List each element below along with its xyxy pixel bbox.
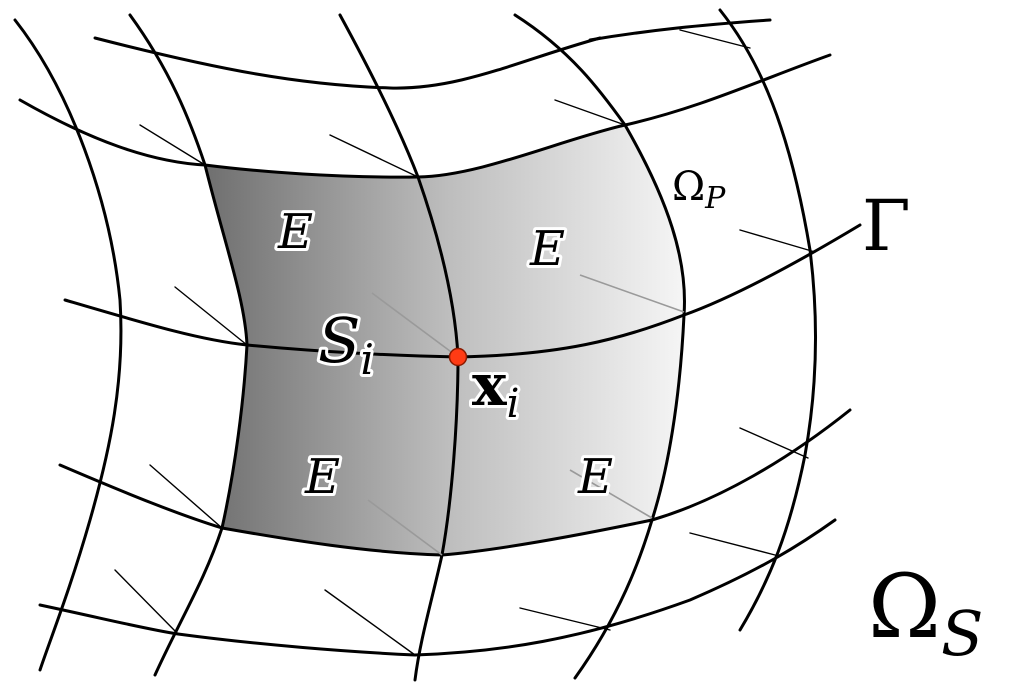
mesh-ticks: [114, 29, 816, 656]
omega-p-label: ΩP: [672, 164, 726, 216]
mesh-line-v0: [13, 18, 123, 672]
mesh-line-v1: [128, 13, 249, 677]
mesh-line-h1: [18, 53, 832, 179]
mesh-line-h0: [93, 36, 602, 90]
mesh-line-v4: [718, 8, 817, 632]
patch-inner-segments: [367, 274, 685, 556]
node-xi: [448, 347, 468, 367]
mesh-line-v3: [513, 13, 686, 680]
support-label-si: Si: [318, 304, 374, 384]
element-label-bottom-right: E: [577, 449, 613, 505]
element-label-top-right: E: [529, 221, 565, 277]
omega-s-label: ΩS: [868, 555, 983, 670]
element-label-bottom-left: E: [304, 449, 340, 505]
support-patch: [205, 125, 685, 555]
gamma-label: Γ: [862, 185, 911, 267]
node-label-xi: xi: [472, 351, 519, 427]
element-label-top-left: E: [277, 204, 313, 260]
mesh-line-h0b: [588, 18, 772, 42]
